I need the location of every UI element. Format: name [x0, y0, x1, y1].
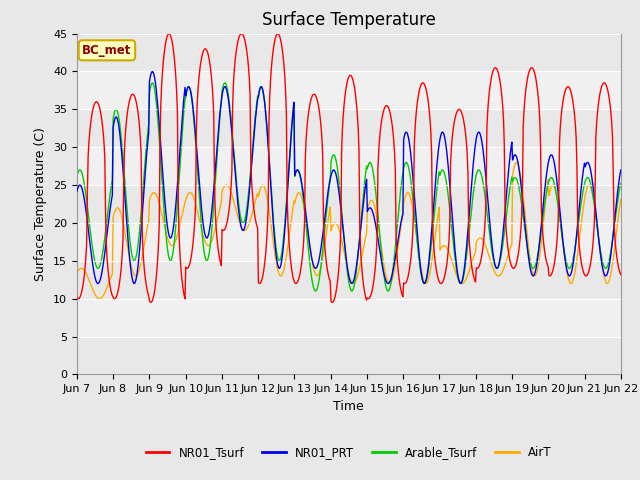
Bar	[77, 223, 621, 261]
Bar	[77, 72, 621, 109]
Legend: NR01_Tsurf, NR01_PRT, Arable_Tsurf, AirT: NR01_Tsurf, NR01_PRT, Arable_Tsurf, AirT	[141, 442, 557, 464]
Text: BC_met: BC_met	[82, 44, 132, 57]
X-axis label: Time: Time	[333, 400, 364, 413]
Title: Surface Temperature: Surface Temperature	[262, 11, 436, 29]
Bar	[77, 147, 621, 185]
Y-axis label: Surface Temperature (C): Surface Temperature (C)	[35, 127, 47, 281]
Bar	[77, 299, 621, 336]
